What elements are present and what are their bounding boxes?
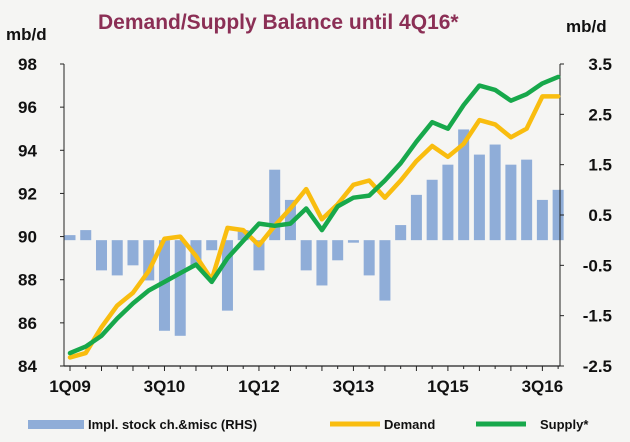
bar-1Q16 [505, 164, 517, 241]
right-axis-unit: mb/d [566, 17, 607, 36]
bar-4Q11 [237, 230, 249, 241]
axis-labels: 84 86 88 90 92 94 96 98 -2.5 -1.5 -0.5 0.5 1.5 2.5 3.5… [18, 55, 612, 396]
bar-2Q16 [521, 159, 533, 241]
y-right-tick--1.5: -1.5 [583, 307, 612, 326]
line-series [67, 74, 561, 360]
y-right-tick-3.5: 3.5 [588, 55, 612, 74]
y-left-tick-84: 84 [18, 357, 37, 376]
bar-3Q15 [473, 154, 485, 241]
bar-1Q13 [316, 240, 328, 286]
bar-3Q12 [284, 199, 296, 241]
bar-1Q14 [379, 240, 391, 301]
y-left-tick-86: 86 [18, 314, 37, 333]
bar-series [64, 129, 564, 336]
x-tick-3Q10: 3Q10 [144, 377, 186, 396]
bar-4Q15 [489, 144, 501, 241]
bar-2Q11 [206, 240, 218, 251]
bar-4Q12 [300, 240, 312, 271]
bar-2Q15 [458, 129, 470, 241]
y-left-tick-92: 92 [18, 184, 37, 203]
y-left-tick-88: 88 [18, 271, 37, 290]
y-right-tick-2.5: 2.5 [588, 105, 612, 124]
y-left-tick-90: 90 [18, 228, 37, 247]
bar-3Q11 [221, 240, 233, 311]
bar-2Q14 [395, 225, 407, 241]
y-left-tick-96: 96 [18, 98, 37, 117]
y-left-tick-98: 98 [18, 55, 37, 74]
bar-1Q15 [442, 164, 454, 241]
bar-4Q16 [552, 189, 564, 241]
line-supply [67, 74, 561, 356]
y-right-tick-1.5: 1.5 [588, 156, 612, 175]
bar-4Q14 [426, 179, 438, 241]
bar-3Q13 [347, 240, 359, 243]
legend-swatch-bars [28, 420, 84, 429]
bar-3Q10 [158, 240, 170, 331]
legend-label-0: Impl. stock ch.&misc (RHS) [88, 417, 257, 432]
legend-label-2: Supply* [540, 417, 589, 432]
y-right-tick--0.5: -0.5 [583, 256, 612, 275]
y-right-tick-0.5: 0.5 [588, 206, 612, 225]
bar-4Q13 [363, 240, 375, 276]
bar-1Q09 [64, 235, 76, 241]
bar-4Q10 [174, 240, 186, 336]
x-tick-1Q09: 1Q09 [49, 377, 91, 396]
bar-4Q09 [111, 240, 123, 276]
x-tick-3Q13: 3Q13 [333, 377, 375, 396]
bar-3Q14 [410, 194, 422, 241]
bar-2Q12 [269, 169, 281, 241]
bar-2Q09 [80, 230, 92, 241]
bar-2Q10 [143, 240, 155, 281]
bar-1Q12 [253, 240, 265, 271]
bar-1Q10 [127, 240, 139, 266]
axes [60, 63, 564, 371]
line-demand [67, 94, 561, 360]
bar-3Q16 [536, 199, 548, 241]
y-right-tick--2.5: -2.5 [583, 357, 612, 376]
x-tick-1Q12: 1Q12 [238, 377, 280, 396]
legend-label-1: Demand [384, 417, 435, 432]
x-tick-1Q15: 1Q15 [427, 377, 469, 396]
chart-title: Demand/Supply Balance until 4Q16* [98, 11, 459, 34]
legend: Impl. stock ch.&misc (RHS) Demand Supply* [28, 417, 589, 432]
x-tick-3Q16: 3Q16 [522, 377, 564, 396]
bar-2Q13 [332, 240, 344, 261]
left-axis-unit: mb/d [6, 25, 47, 44]
bar-3Q09 [95, 240, 107, 271]
y-left-tick-94: 94 [18, 141, 37, 160]
